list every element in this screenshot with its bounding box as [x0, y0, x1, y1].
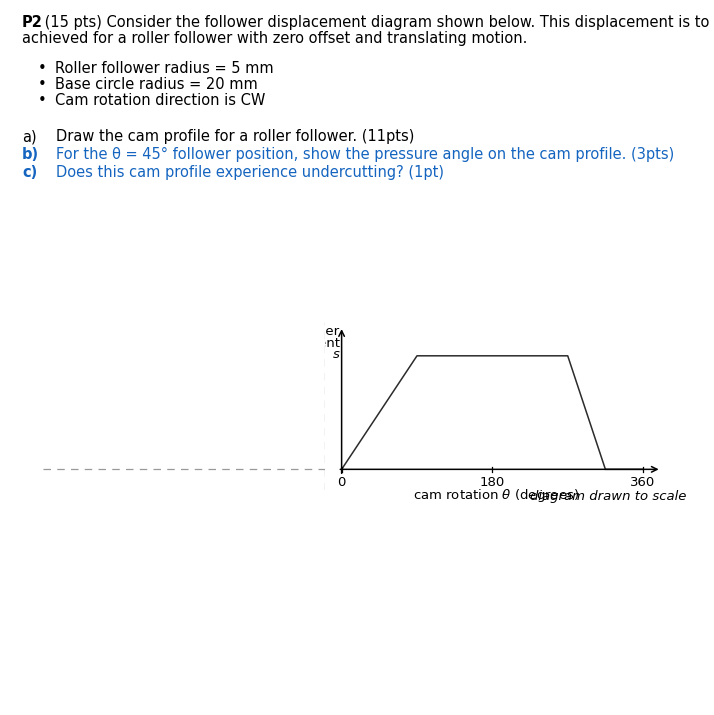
Text: •: •	[38, 77, 46, 92]
Text: •: •	[38, 61, 46, 76]
Text: Draw the cam profile for a roller follower. (11pts): Draw the cam profile for a roller follow…	[56, 129, 414, 144]
Text: P2: P2	[22, 15, 43, 30]
Text: Roller follower radius = 5 mm: Roller follower radius = 5 mm	[55, 61, 273, 76]
Text: Base circle radius = 20 mm: Base circle radius = 20 mm	[55, 77, 258, 92]
Text: 180: 180	[480, 476, 505, 489]
Text: Does this cam profile experience undercutting? (1pt): Does this cam profile experience undercu…	[56, 165, 444, 180]
Text: s: s	[333, 348, 340, 361]
Text: •: •	[38, 93, 46, 108]
Text: a): a)	[22, 129, 36, 144]
Text: c): c)	[22, 165, 37, 180]
Text: (15 pts) Consider the follower displacement diagram shown below. This displaceme: (15 pts) Consider the follower displacem…	[40, 15, 714, 30]
Text: b): b)	[22, 147, 39, 162]
Text: 0: 0	[338, 476, 346, 489]
Text: 360: 360	[630, 476, 655, 489]
Text: displacement: displacement	[250, 337, 340, 350]
Text: achieved for a roller follower with zero offset and translating motion.: achieved for a roller follower with zero…	[22, 31, 528, 46]
Text: cam rotation $\theta$ (degrees): cam rotation $\theta$ (degrees)	[413, 487, 580, 504]
Text: follower: follower	[287, 325, 340, 338]
Text: Cam rotation direction is CW: Cam rotation direction is CW	[55, 93, 266, 108]
Text: For the θ = 45° follower position, show the pressure angle on the cam profile. (: For the θ = 45° follower position, show …	[56, 147, 674, 162]
Text: diagram drawn to scale: diagram drawn to scale	[530, 490, 686, 503]
